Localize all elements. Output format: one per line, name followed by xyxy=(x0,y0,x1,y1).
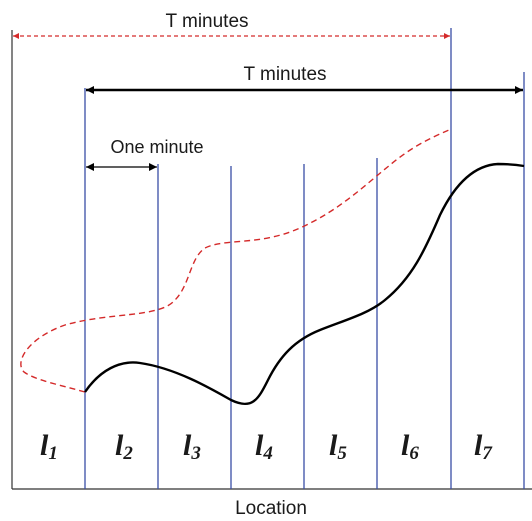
segment-letter: l xyxy=(115,429,124,462)
segment-label-3: l3 xyxy=(183,429,201,464)
black-solid-curve xyxy=(84,162,525,406)
segment-subscript: 2 xyxy=(122,443,133,464)
segment-label-4: l4 xyxy=(255,429,273,464)
segment-label-1: l1 xyxy=(40,429,58,464)
segment-subscript: 7 xyxy=(482,443,493,464)
segment-label-6: l6 xyxy=(401,429,419,464)
segment-subscript: 6 xyxy=(409,443,419,464)
segment-letter: l xyxy=(401,429,410,462)
segment-label-7: l7 xyxy=(474,429,493,464)
segment-label-5: l5 xyxy=(329,429,347,464)
segment-letter: l xyxy=(255,429,264,462)
segment-boundaries xyxy=(84,28,525,489)
segment-label-2: l2 xyxy=(115,429,133,464)
segment-subscript: 5 xyxy=(337,443,347,464)
inner-span-label: T minutes xyxy=(243,64,326,85)
one-minute-label: One minute xyxy=(110,137,203,157)
outer-span-label: T minutes xyxy=(165,11,248,32)
red-dashed-curve xyxy=(20,129,450,393)
segment-letter: l xyxy=(474,429,483,462)
segment-subscript: 1 xyxy=(48,443,58,464)
segment-subscript: 4 xyxy=(262,443,273,464)
segment-letter: l xyxy=(329,429,338,462)
segment-letter: l xyxy=(40,429,49,462)
segment-subscript: 3 xyxy=(190,443,201,464)
x-axis-label: Location xyxy=(235,498,307,519)
segment-letter: l xyxy=(183,429,192,462)
